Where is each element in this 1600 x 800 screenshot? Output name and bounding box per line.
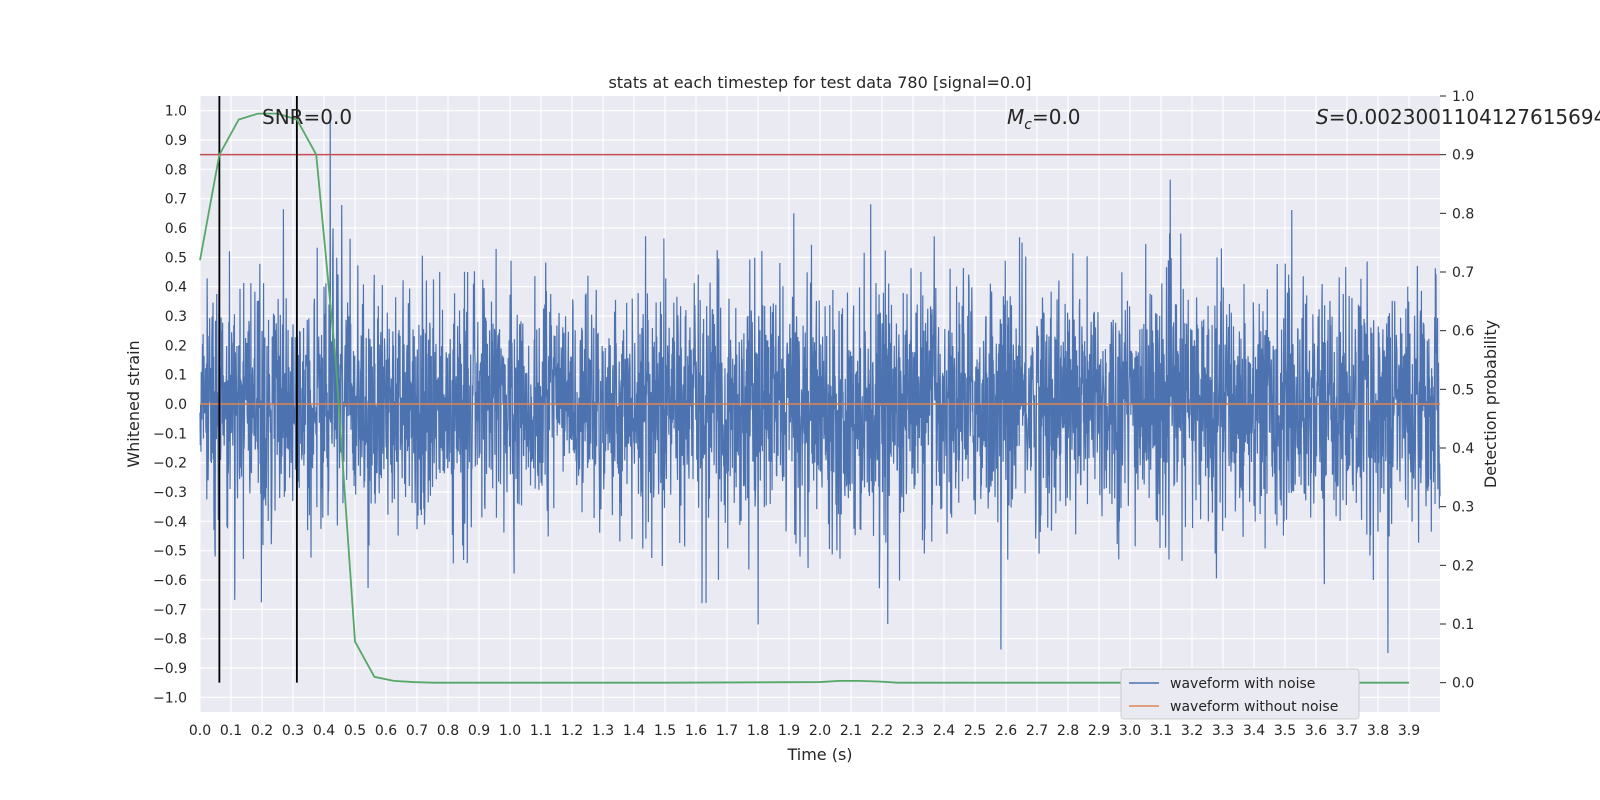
y-left-tick-label: 0.2 <box>165 338 187 354</box>
y-right-tick-label: 0.8 <box>1452 206 1474 222</box>
x-tick-label: 3.6 <box>1305 723 1327 739</box>
series-waveform-with-noise <box>199 110 1441 654</box>
x-tick-labels: 0.0 0.1 0.2 0.3 0.4 0.5 0.6 0.7 0.8 0.9 1.0 1.1 1.2 1… <box>189 723 1420 739</box>
x-tick-label: 2.1 <box>840 723 862 739</box>
y-left-tick-label: 0.5 <box>165 250 187 266</box>
x-tick-label: 2.7 <box>1026 723 1048 739</box>
y-left-tick-label: −0.3 <box>153 485 187 501</box>
x-tick-label: 1.1 <box>530 723 552 739</box>
y-right-tick-label: 0.5 <box>1452 382 1474 398</box>
y-left-tick-labels: 1.0 0.9 0.8 0.7 0.6 0.5 0.4 0.3 0.2 0.1 0.0 −0.1 −0.… <box>153 104 187 707</box>
x-tick-label: 0.7 <box>406 723 428 739</box>
y-left-tick-label: 0.4 <box>165 280 187 296</box>
s-annotation: S=0.0023001104127615694 <box>1316 105 1600 129</box>
x-tick-label: 0.6 <box>375 723 397 739</box>
x-tick-label: 3.3 <box>1212 723 1234 739</box>
x-tick-label: 3.0 <box>1119 723 1141 739</box>
y-left-tick-label: −0.4 <box>153 514 187 530</box>
overlays <box>199 96 1440 684</box>
x-tick-label: 2.4 <box>933 723 955 739</box>
legend-label-clean: waveform without noise <box>1170 699 1338 715</box>
y-left-tick-label: −0.2 <box>153 456 187 472</box>
x-tick-label: 1.4 <box>623 723 645 739</box>
series-detection-probability <box>199 112 1409 684</box>
x-tick-label: 2.5 <box>964 723 986 739</box>
noise-line <box>199 110 1441 654</box>
y-axis-left-label: Whitened strain <box>124 340 143 467</box>
legend: waveform with noise waveform without noi… <box>1120 668 1360 720</box>
y-right-tick-label: 0.9 <box>1452 148 1474 164</box>
y-left-tick-label: 0.8 <box>165 162 187 178</box>
x-tick-label: 1.0 <box>499 723 521 739</box>
y-left-tick-label: 0.6 <box>165 221 187 237</box>
x-tick-label: 1.8 <box>747 723 769 739</box>
x-tick-label: 2.0 <box>809 723 831 739</box>
y-left-tick-label: 0.3 <box>165 309 187 325</box>
y-left-tick-label: 0.7 <box>165 192 187 208</box>
x-tick-label: 2.9 <box>1088 723 1110 739</box>
x-tick-label: 1.7 <box>716 723 738 739</box>
x-tick-label: 1.3 <box>592 723 614 739</box>
x-tick-label: 2.2 <box>871 723 893 739</box>
y-left-tick-label: −0.5 <box>153 544 187 560</box>
x-tick-label: 2.6 <box>995 723 1017 739</box>
mc-annotation: Mc=0.0 <box>1007 105 1081 133</box>
y-left-tick-label: −1.0 <box>153 690 187 706</box>
x-tick-label: 3.9 <box>1398 723 1420 739</box>
x-axis-label: Time (s) <box>786 745 852 764</box>
y-left-tick-label: 0.0 <box>165 397 187 413</box>
y-left-tick-label: −0.8 <box>153 632 187 648</box>
y-left-tick-label: −0.6 <box>153 573 187 589</box>
y-left-tick-label: −0.1 <box>153 426 187 442</box>
x-tick-label: 3.5 <box>1274 723 1296 739</box>
y-right-tick-label: 0.2 <box>1452 558 1474 574</box>
x-tick-label: 3.8 <box>1367 723 1389 739</box>
y-right-tick-label: 1.0 <box>1452 89 1474 105</box>
legend-box <box>1120 668 1360 720</box>
x-tick-label: 2.8 <box>1057 723 1079 739</box>
chart-title: stats at each timestep for test data 780… <box>608 73 1031 92</box>
x-tick-label: 0.1 <box>220 723 242 739</box>
x-tick-label: 1.5 <box>654 723 676 739</box>
x-tick-label: 0.5 <box>344 723 366 739</box>
y-right-tick-label: 0.6 <box>1452 324 1474 340</box>
y-left-tick-label: 1.0 <box>165 104 187 120</box>
x-tick-label: 3.1 <box>1150 723 1172 739</box>
x-tick-label: 0.9 <box>468 723 490 739</box>
y-left-tick-label: 0.9 <box>165 133 187 149</box>
x-tick-label: 0.8 <box>437 723 459 739</box>
x-tick-label: 2.3 <box>902 723 924 739</box>
x-tick-label: 1.2 <box>561 723 583 739</box>
x-tick-label: 0.0 <box>189 723 211 739</box>
y-right-tick-label: 0.3 <box>1452 500 1474 516</box>
x-tick-label: 1.6 <box>685 723 707 739</box>
x-tick-label: 0.2 <box>251 723 273 739</box>
y-right-tick-label: 0.4 <box>1452 441 1474 457</box>
x-tick-label: 1.9 <box>778 723 800 739</box>
y-left-tick-label: 0.1 <box>165 368 187 384</box>
y-right-tick-label: 0.0 <box>1452 676 1474 692</box>
x-tick-label: 0.3 <box>282 723 304 739</box>
y-left-tick-label: −0.9 <box>153 661 187 677</box>
x-tick-label: 0.4 <box>313 723 335 739</box>
y-right-tick-label: 0.7 <box>1452 265 1474 281</box>
x-tick-label: 3.4 <box>1243 723 1265 739</box>
y-left-tick-label: −0.7 <box>153 602 187 618</box>
y-right-tick-labels: 1.0 0.9 0.8 0.7 0.6 0.5 0.4 0.3 0.2 0.1 0.0 <box>1440 89 1474 692</box>
y-right-tick-label: 0.1 <box>1452 617 1474 633</box>
x-tick-label: 3.7 <box>1336 723 1358 739</box>
y-axis-right-label: Detection probability <box>1481 320 1500 488</box>
legend-label-noise: waveform with noise <box>1170 676 1315 692</box>
x-tick-label: 3.2 <box>1181 723 1203 739</box>
snr-annotation: SNR=0.0 <box>262 105 352 129</box>
